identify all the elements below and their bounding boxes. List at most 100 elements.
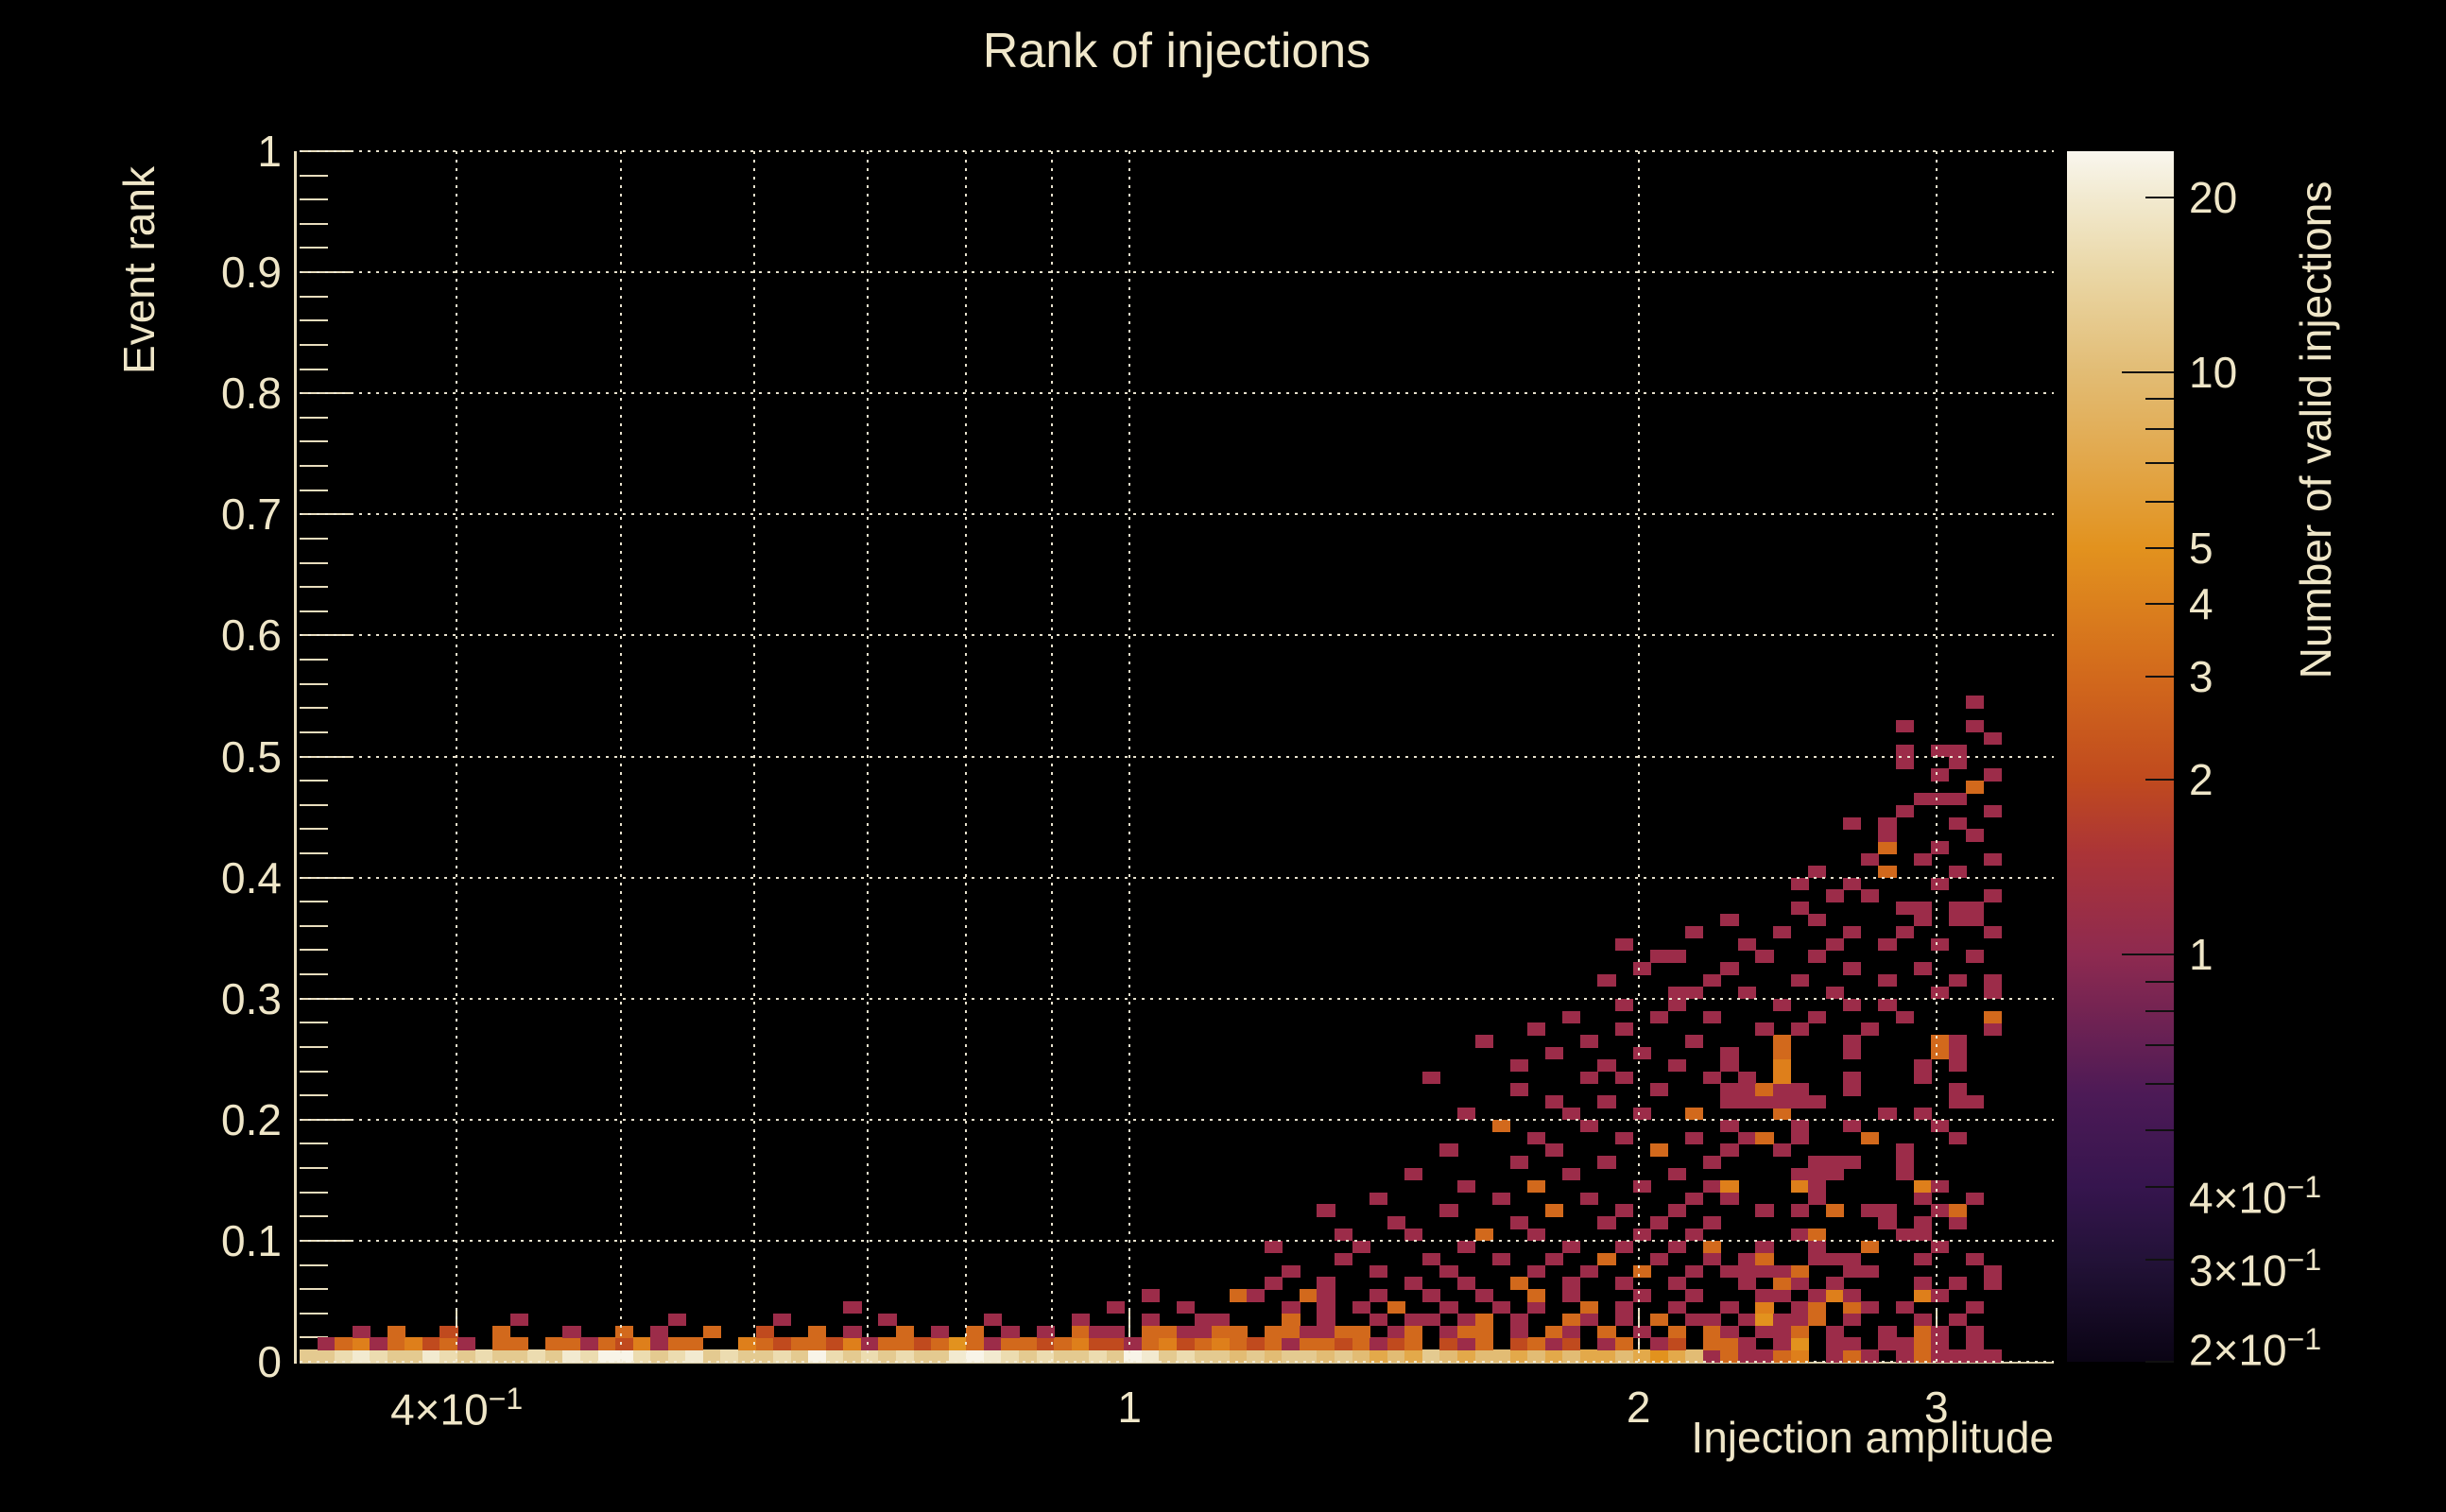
heatmap-cell <box>1212 1325 1231 1338</box>
heatmap-cell <box>1404 1337 1423 1350</box>
heatmap-cell <box>1264 1240 1283 1254</box>
heatmap-cell <box>983 1337 1002 1350</box>
heatmap-cell <box>1615 1337 1634 1350</box>
heatmap-cell <box>1685 1107 1704 1121</box>
heatmap-cell <box>1790 974 1809 988</box>
chart-title: Rank of injections <box>982 24 1371 78</box>
heatmap-cell <box>1702 1179 1721 1194</box>
heatmap-cell <box>1843 1300 1862 1314</box>
horizontal-gridline <box>300 755 2054 758</box>
heatmap-cell <box>1159 1325 1178 1338</box>
y-minor-tick <box>300 465 328 468</box>
heatmap-cell <box>1615 1240 1634 1254</box>
heatmap-cell <box>387 1337 405 1350</box>
heatmap-cell <box>1579 1119 1599 1133</box>
colorbar-minor-tick <box>2145 461 2174 464</box>
heatmap-cell <box>1948 902 1967 915</box>
heatmap-cell <box>1544 1204 1563 1217</box>
x-axis-spine <box>300 1362 2054 1364</box>
y-tick-label: 0.4 <box>221 852 282 902</box>
heatmap-cell <box>1597 1216 1616 1229</box>
heatmap-cell <box>1860 1349 1879 1363</box>
heatmap-cell <box>966 1325 985 1338</box>
heatmap-cell <box>1808 865 1827 879</box>
heatmap-cell <box>1895 925 1915 939</box>
heatmap-cell <box>405 1337 423 1350</box>
horizontal-gridline <box>300 150 2054 152</box>
heatmap-cell <box>913 1349 932 1363</box>
heatmap-cell <box>1615 1349 1634 1363</box>
heatmap-cell <box>1825 889 1844 902</box>
heatmap-cell <box>1948 865 1967 879</box>
heatmap-cell <box>1755 1300 1774 1314</box>
heatmap-cell <box>1282 1264 1301 1278</box>
heatmap-cell <box>1808 1168 1827 1181</box>
heatmap-cell <box>1948 974 1967 988</box>
heatmap-cell <box>1597 1252 1616 1266</box>
heatmap-cell <box>1597 1156 1616 1169</box>
heatmap-cell <box>1615 1022 1634 1036</box>
heatmap-cell <box>1790 1337 1809 1350</box>
heatmap-cell <box>1509 1349 1528 1363</box>
colorbar-tick-label: 3 <box>2189 652 2213 702</box>
heatmap-cell <box>1773 1325 1792 1338</box>
heatmap-cell <box>1790 1095 1809 1108</box>
heatmap-cell <box>1247 1289 1266 1302</box>
heatmap-cell <box>1931 1204 1950 1217</box>
heatmap-cell <box>1527 1179 1546 1194</box>
heatmap-cell <box>1860 1240 1879 1254</box>
heatmap-cell <box>370 1349 388 1363</box>
heatmap-cell <box>1352 1325 1370 1338</box>
heatmap-cell <box>1001 1337 1020 1350</box>
heatmap-cell <box>632 1337 651 1350</box>
heatmap-cell <box>544 1349 563 1363</box>
heatmap-cell <box>1773 1095 1792 1108</box>
heatmap-cell <box>1685 1192 1704 1206</box>
heatmap-cell <box>1159 1337 1178 1350</box>
heatmap-cell <box>843 1325 862 1338</box>
heatmap-cell <box>1790 1204 1809 1217</box>
heatmap-cell <box>1755 1022 1774 1036</box>
heatmap-cell <box>1650 1337 1669 1350</box>
y-minor-tick <box>300 803 328 806</box>
heatmap-cell <box>1667 998 1686 1012</box>
colorbar-major-tick <box>2145 196 2174 198</box>
heatmap-cell <box>1773 1058 1792 1073</box>
heatmap-cell <box>300 1349 319 1363</box>
heatmap-cell <box>1931 1240 1950 1254</box>
heatmap-cell <box>1264 1277 1283 1290</box>
y-minor-tick <box>300 1045 328 1048</box>
heatmap-cell <box>1720 1143 1739 1157</box>
heatmap-cell <box>755 1349 774 1363</box>
heatmap-cell <box>597 1337 616 1350</box>
heatmap-cell <box>1106 1337 1125 1350</box>
x-tick-label: 2 <box>1626 1383 1651 1432</box>
heatmap-cell <box>650 1349 669 1363</box>
heatmap-cell <box>1948 1204 1967 1217</box>
heatmap-cell <box>1071 1325 1090 1338</box>
heatmap-cell <box>509 1313 528 1327</box>
heatmap-cell <box>352 1349 370 1363</box>
heatmap-cell <box>1685 1035 1704 1048</box>
colorbar-tick-label: 4 <box>2189 579 2213 629</box>
colorbar-minor-tick <box>2145 1128 2174 1131</box>
vertical-gridline <box>1128 151 1131 1362</box>
heatmap-cell <box>931 1337 950 1350</box>
heatmap-cell <box>1720 1337 1739 1350</box>
heatmap-cell <box>1212 1313 1231 1327</box>
horizontal-gridline <box>300 513 2054 516</box>
heatmap-cell <box>1913 1179 1932 1194</box>
heatmap-cell <box>1632 1325 1651 1338</box>
heatmap-cell <box>1773 1337 1792 1350</box>
heatmap-cell <box>1597 1325 1616 1338</box>
heatmap-cell <box>1755 1264 1774 1278</box>
heatmap-cell <box>1878 1216 1897 1229</box>
heatmap-cell <box>1282 1349 1301 1363</box>
heatmap-cell <box>1843 1313 1862 1327</box>
heatmap-cell <box>1773 1107 1792 1121</box>
heatmap-cell <box>1509 1083 1528 1096</box>
heatmap-cell <box>1685 1228 1704 1242</box>
heatmap-cell <box>1036 1349 1055 1363</box>
heatmap-cell <box>1456 1313 1476 1327</box>
heatmap-cell <box>1878 974 1897 988</box>
